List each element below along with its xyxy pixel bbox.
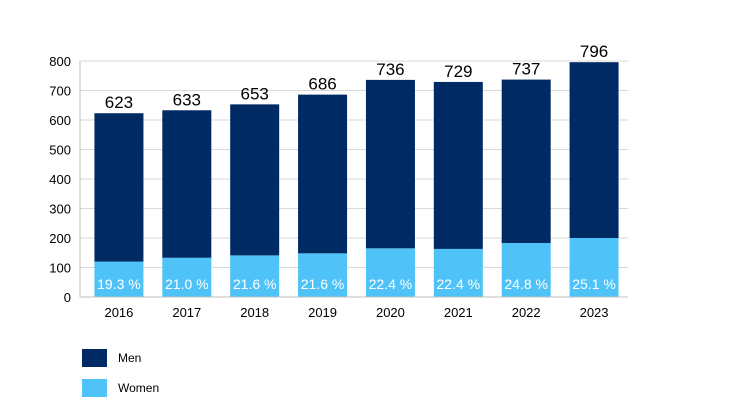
total-label: 686 xyxy=(308,75,336,94)
legend-label-men: Men xyxy=(118,351,142,365)
x-tick-label: 2016 xyxy=(104,305,133,320)
bar-women-2021 xyxy=(433,248,483,297)
x-tick-label: 2021 xyxy=(444,305,473,320)
total-label: 653 xyxy=(241,84,269,103)
stacked-bar-chart: 0 100 200 300 400 500 600 700 800 19.3 % 623 21.0 … xyxy=(49,42,628,320)
legend-item-men: Men xyxy=(82,349,159,367)
bar-women-2022 xyxy=(501,243,551,297)
y-tick-label: 0 xyxy=(64,290,71,305)
legend-item-women: Women xyxy=(82,379,159,397)
women-share-label: 19.3 % xyxy=(97,276,141,292)
x-tick-label: 2022 xyxy=(512,305,541,320)
y-tick-label: 100 xyxy=(49,261,71,276)
y-tick-label: 300 xyxy=(49,202,71,217)
bar-women-2016 xyxy=(94,261,144,297)
legend: Men Women xyxy=(82,349,159,409)
bar-men-2017 xyxy=(162,110,212,258)
women-share-label: 22.4 % xyxy=(437,276,481,292)
women-share-label: 21.0 % xyxy=(165,276,209,292)
bar-women-2020 xyxy=(365,248,415,297)
bar-men-2020 xyxy=(365,79,415,249)
women-share-label: 24.8 % xyxy=(504,276,548,292)
bar-women-2017 xyxy=(162,257,212,297)
women-share-label: 21.6 % xyxy=(301,276,345,292)
bar-men-2019 xyxy=(298,94,348,254)
x-tick-label: 2019 xyxy=(308,305,337,320)
women-share-label: 25.1 % xyxy=(572,276,616,292)
total-label: 633 xyxy=(173,90,201,109)
bar-women-2019 xyxy=(298,253,348,297)
total-label: 796 xyxy=(580,42,608,61)
total-label: 737 xyxy=(512,60,540,79)
bar-women-2023 xyxy=(569,238,619,297)
women-share-label: 21.6 % xyxy=(233,276,277,292)
x-tick-label: 2023 xyxy=(580,305,609,320)
total-label: 736 xyxy=(376,60,404,79)
bar-men-2016 xyxy=(94,113,144,262)
x-axis: 2016 2017 2018 2019 2020 2021 2022 2023 xyxy=(80,296,628,320)
x-tick-label: 2020 xyxy=(376,305,405,320)
bars: 19.3 % 623 21.0 % 633 21.6 % 653 21.6 % 686 22.4… xyxy=(94,42,619,297)
total-label: 729 xyxy=(444,62,472,81)
y-tick-label: 800 xyxy=(49,54,71,69)
y-tick-label: 700 xyxy=(49,84,71,99)
total-label: 623 xyxy=(105,93,133,112)
legend-label-women: Women xyxy=(118,381,160,395)
y-tick-label: 600 xyxy=(49,113,71,128)
bar-men-2018 xyxy=(230,104,280,256)
women-share-label: 22.4 % xyxy=(369,276,413,292)
bar-men-2023 xyxy=(569,62,619,239)
bar-men-2022 xyxy=(501,79,551,244)
y-axis: 0 100 200 300 400 500 600 700 800 xyxy=(49,54,81,305)
y-tick-label: 200 xyxy=(49,231,71,246)
bar-women-2018 xyxy=(230,255,280,297)
x-tick-label: 2018 xyxy=(240,305,269,320)
y-tick-label: 400 xyxy=(49,172,71,187)
legend-swatch-men xyxy=(82,349,107,367)
x-tick-label: 2017 xyxy=(172,305,201,320)
legend-swatch-women xyxy=(82,379,107,397)
bar-men-2021 xyxy=(433,81,483,249)
y-tick-label: 500 xyxy=(49,143,71,158)
